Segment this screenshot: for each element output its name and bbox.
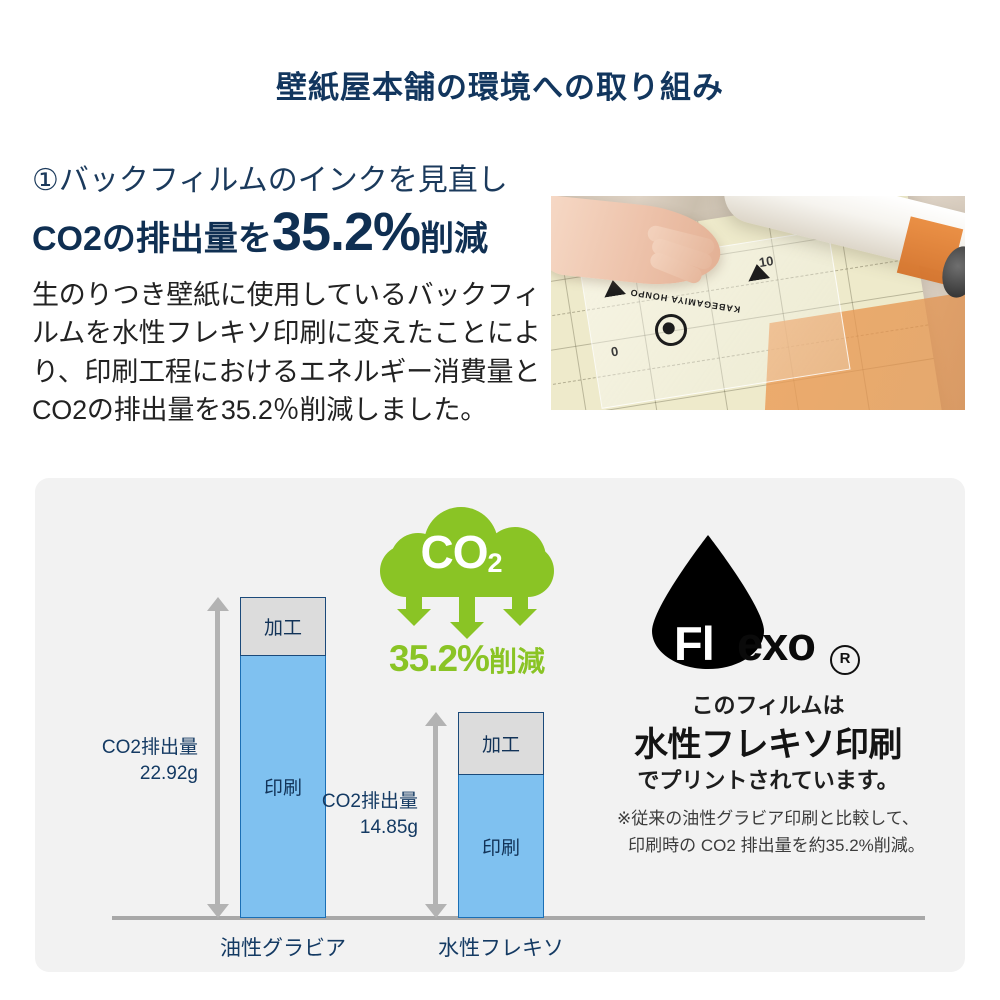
bar-water-flexo: 加工 印刷 (458, 712, 544, 918)
water-drop-icon (650, 535, 766, 669)
flexo-mark-fl: Fl (674, 617, 715, 670)
measure-arrow-left (207, 597, 229, 918)
wallpaper-photo: KABEGAMIYA HONPO 0 10 (551, 196, 965, 410)
flexo-line-1: このフィルムは (691, 693, 845, 718)
co2-reduction-text: 35.2%削減 (368, 638, 566, 680)
headline-prefix: CO2の排出量を (32, 220, 272, 258)
flexo-logo: Fl exo R (598, 525, 938, 680)
flexo-footnote: ※従来の油性グラビア印刷と比較して、 印刷時の CO2 排出量を約35.2%削減… (617, 809, 925, 856)
category-label-water-flexo: 水性フレキソ (438, 937, 564, 960)
bar-oil-gravure: 加工 印刷 (240, 597, 326, 918)
intro-body: 生のりつき壁紙に使用しているバックフィルムを水性フレキソ印刷に変えたことにより、… (32, 280, 541, 425)
value-label-left-title: CO2排出量 (101, 737, 198, 758)
co2-reduction-number: 35.2% (389, 638, 490, 679)
value-label-right-title: CO2排出量 (321, 791, 418, 812)
value-label-right-value: 14.85g (359, 816, 418, 838)
measure-arrow-right (425, 712, 447, 918)
flexo-info-block: Fl exo R このフィルムは 水性フレキソ印刷 でプリントされています。 ※… (598, 525, 938, 885)
co2-down-arrows-icon (390, 593, 544, 639)
headline-suffix: 削減 (420, 220, 489, 258)
co2-cloud-icon (380, 505, 554, 597)
bar-segment-printing: 印刷 (458, 775, 544, 918)
bar-segment-processing: 加工 (458, 712, 544, 775)
co2-cloud-label: CO2 (420, 526, 502, 578)
ruler-tick-10: 10 (757, 252, 775, 271)
co2-reduction-graphic: CO2 35.2%削減 (374, 505, 560, 680)
bar-segment-printing: 印刷 (240, 656, 326, 918)
flexo-line-2: 水性フレキソ印刷 (634, 726, 903, 764)
registered-trademark-icon: R (830, 645, 860, 675)
value-label-left-value: 22.92g (139, 762, 198, 784)
page-title: 壁紙屋本舗の環境への取り組み (276, 70, 724, 105)
chart-baseline (112, 916, 925, 920)
flexo-line-3: でプリントされています。 (637, 768, 899, 793)
co2-reduction-suffix: 削減 (488, 646, 545, 677)
intro-lead: ①バックフィルムのインクを見直し (32, 164, 508, 197)
value-label-right: CO2排出量 14.85g (272, 789, 418, 840)
category-label-oil-gravure: 油性グラビア (220, 937, 346, 960)
value-label-left: CO2排出量 22.92g (52, 735, 198, 786)
flexo-mark-exo: exo (737, 617, 816, 670)
headline-number: 35.2% (271, 202, 421, 262)
bar-segment-processing: 加工 (240, 597, 326, 656)
intro-headline: CO2の排出量を 35.2% 削減 (32, 202, 562, 262)
